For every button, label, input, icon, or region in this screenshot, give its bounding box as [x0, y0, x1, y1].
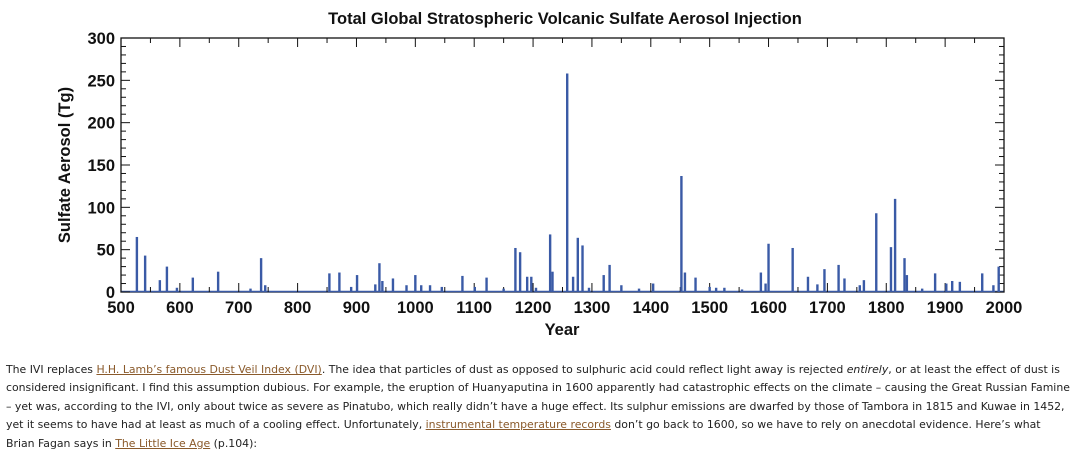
x-tick-label: 1200: [515, 299, 552, 317]
x-tick-label: 800: [284, 299, 312, 317]
data-bars: [135, 73, 1000, 292]
dvi-link[interactable]: H.H. Lamb’s famous Dust Veil Index (DVI): [96, 363, 322, 376]
x-tick-label: 700: [225, 299, 253, 317]
x-tick-label: 1400: [632, 299, 669, 317]
y-tick-label: 100: [87, 199, 115, 217]
x-tick-label: 500: [107, 299, 135, 317]
y-tick-label: 250: [87, 72, 115, 90]
x-tick-label: 1000: [397, 299, 434, 317]
y-tick-label: 0: [106, 284, 115, 302]
x-tick-label: 1600: [750, 299, 787, 317]
x-tick-label: 1700: [809, 299, 846, 317]
y-tick-labels: 0 50 100 150 200 250 300: [87, 30, 115, 302]
y-tick-label: 150: [87, 157, 115, 175]
text-segment: don’t go back to 1600, so we have to rel…: [6, 418, 1041, 450]
chart-svg: Total Global Stratospheric Volcanic Sulf…: [0, 0, 1080, 350]
article-text: The IVI replaces H.H. Lamb’s famous Dust…: [6, 361, 1072, 453]
little-ice-age-link[interactable]: The Little Ice Age: [115, 436, 211, 450]
chart-background: [0, 0, 1080, 350]
x-tick-label: 1500: [691, 299, 728, 317]
y-axis-label: Sulfate Aerosol (Tg): [56, 87, 74, 243]
text-segment: (p.104):: [210, 436, 257, 450]
text-segment: . The idea that particles of dust as opp…: [321, 363, 847, 376]
chart-title: Total Global Stratospheric Volcanic Sulf…: [328, 10, 802, 28]
text-segment: , or at least the effect of dust is cons…: [6, 363, 1070, 432]
x-axis-label: Year: [545, 321, 580, 339]
y-tick-label: 200: [87, 115, 115, 133]
x-tick-label: 1300: [574, 299, 611, 317]
temperature-records-link[interactable]: instrumental temperature records: [425, 418, 611, 432]
x-tick-label: 1900: [927, 299, 964, 317]
x-tick-label: 1800: [868, 299, 905, 317]
x-tick-label: 1100: [456, 299, 492, 317]
x-tick-label: 2000: [986, 299, 1023, 317]
y-tick-label: 300: [87, 30, 115, 48]
text-segment: The IVI replaces: [6, 363, 97, 376]
article-paragraph: The IVI replaces H.H. Lamb’s famous Dust…: [6, 361, 1072, 453]
x-tick-labels: 500 600 700 800 900 1000 1100 1200 1300 1400 1500 1…: [107, 299, 1022, 317]
x-tick-label: 600: [166, 299, 194, 317]
chart: Total Global Stratospheric Volcanic Sulf…: [0, 0, 1080, 350]
emphasis-entirely: entirely: [846, 363, 889, 376]
x-tick-label: 900: [343, 299, 371, 317]
y-tick-label: 50: [97, 242, 115, 260]
